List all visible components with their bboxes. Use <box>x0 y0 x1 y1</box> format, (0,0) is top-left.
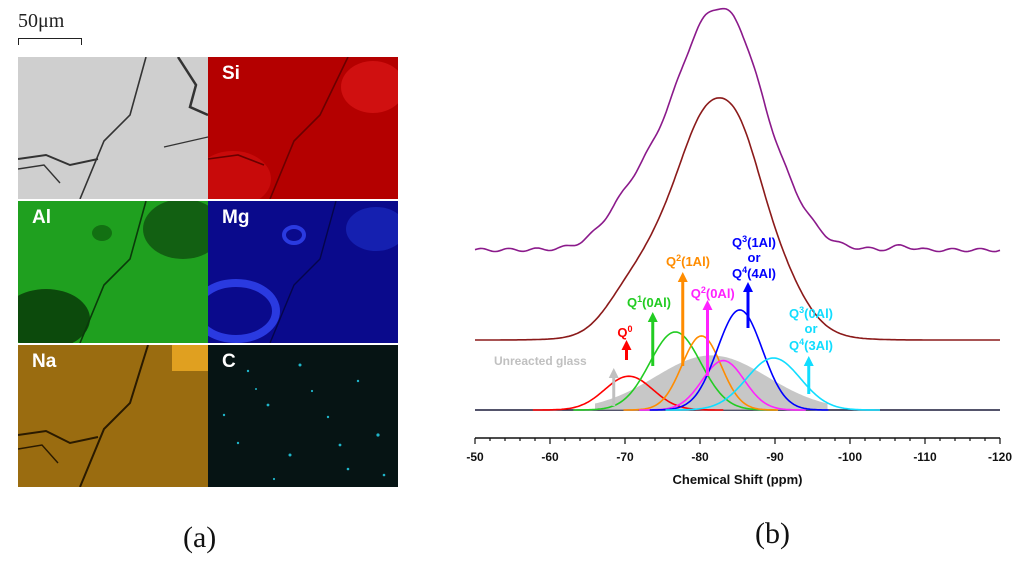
tile-c: C <box>208 345 398 487</box>
tile-label-na: Na <box>32 351 57 372</box>
label-q1-0al: Q1(0Al) <box>627 294 671 310</box>
fit-curve <box>475 97 1000 341</box>
caption-b: (b) <box>755 517 790 550</box>
tile-si: Si <box>208 57 398 199</box>
tile-si-image <box>208 57 398 199</box>
arrow-unreacted-head <box>608 368 619 378</box>
peak-curve-1 <box>573 331 776 411</box>
label-q3-0al: Q3(0Al) <box>789 305 833 321</box>
label-q2-0al: Q2(0Al) <box>691 285 735 301</box>
x-tick-label: -60 <box>541 450 559 464</box>
nmr-chart: SpectrumFitDeconvolutionUnreacted glassQ… <box>466 7 1012 487</box>
tile-label-si: Si <box>222 63 240 84</box>
tile-mg-image <box>208 201 398 343</box>
x-tick-label: -110 <box>913 450 937 464</box>
peak-unreacted-glass <box>595 355 828 410</box>
arrow-q2-1al-head <box>677 272 688 282</box>
tile-na: Na <box>18 345 208 487</box>
arrow-q1-head <box>647 312 658 322</box>
label-q3-1al: Q3(1Al) <box>732 234 776 250</box>
peak-curve-4 <box>649 309 829 411</box>
label-or-1: or <box>748 250 761 265</box>
tile-label-mg: Mg <box>222 207 250 228</box>
peak-curve-5 <box>665 357 880 411</box>
x-tick-label: -90 <box>766 450 784 464</box>
tile-backscatter-image <box>18 57 208 199</box>
peak-curve-2 <box>623 335 778 411</box>
tile-mg: Mg <box>208 201 398 343</box>
x-tick-label: -80 <box>691 450 709 464</box>
arrow-q2-0al-head <box>702 300 713 310</box>
x-tick-label: -50 <box>466 450 484 464</box>
caption-a: (a) <box>183 521 217 554</box>
x-tick-label: -70 <box>616 450 634 464</box>
label-or-2: or <box>805 321 818 336</box>
tile-label-c: C <box>222 351 236 372</box>
tile-na-image <box>18 345 208 487</box>
scale-bar <box>18 38 82 45</box>
label-q4-3al: Q4(3Al) <box>789 337 833 353</box>
spectrum-curve <box>474 7 1001 253</box>
scale-bar-label: 50μm <box>18 10 65 32</box>
x-tick-label: -120 <box>988 450 1012 464</box>
label-q2-1al: Q2(1Al) <box>666 253 710 269</box>
x-axis-label: Chemical Shift (ppm) <box>672 472 802 487</box>
tile-al-image <box>18 201 208 343</box>
tile-al: Al <box>18 201 208 343</box>
label-unreacted-glass: Unreacted glass <box>494 354 587 368</box>
arrow-q3-1al-head <box>743 282 753 292</box>
tile-label-al: Al <box>32 207 51 228</box>
label-q0: Q0 <box>617 324 632 340</box>
arrow-q3-0al-head <box>803 356 814 366</box>
tile-backscatter <box>18 57 208 199</box>
arrow-q0-head <box>621 340 632 350</box>
tile-c-image <box>208 345 398 487</box>
label-q4-4al: Q4(4Al) <box>732 265 776 281</box>
x-tick-label: -100 <box>838 450 862 464</box>
